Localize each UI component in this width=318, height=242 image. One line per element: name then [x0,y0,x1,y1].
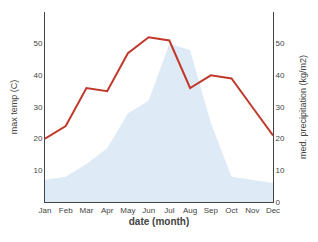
svg-text:30: 30 [33,103,42,112]
svg-text:May: May [120,206,135,215]
svg-text:10: 10 [33,166,42,175]
svg-text:20: 20 [276,134,285,143]
svg-text:10: 10 [276,166,285,175]
svg-text:50: 50 [33,39,42,48]
svg-text:40: 40 [276,71,285,80]
svg-text:Nov: Nov [245,206,259,215]
svg-text:50: 50 [276,39,285,48]
svg-text:20: 20 [33,134,42,143]
svg-text:Jun: Jun [142,206,155,215]
svg-text:Aug: Aug [183,206,197,215]
svg-text:med. precipitation (kg/m2): med. precipitation (kg/m2) [298,55,308,159]
svg-text:30: 30 [276,103,285,112]
svg-text:Jul: Jul [164,206,174,215]
svg-text:Jan: Jan [39,206,52,215]
svg-text:Apr: Apr [101,206,114,215]
svg-text:Sep: Sep [204,206,219,215]
svg-text:Oct: Oct [225,206,238,215]
svg-text:Dec: Dec [266,206,280,215]
svg-text:date (month): date (month) [129,216,190,227]
svg-text:40: 40 [33,71,42,80]
svg-text:0: 0 [276,198,281,207]
svg-text:Mar: Mar [80,206,94,215]
svg-text:Feb: Feb [59,206,73,215]
svg-text:max temp (C): max temp (C) [9,80,19,135]
